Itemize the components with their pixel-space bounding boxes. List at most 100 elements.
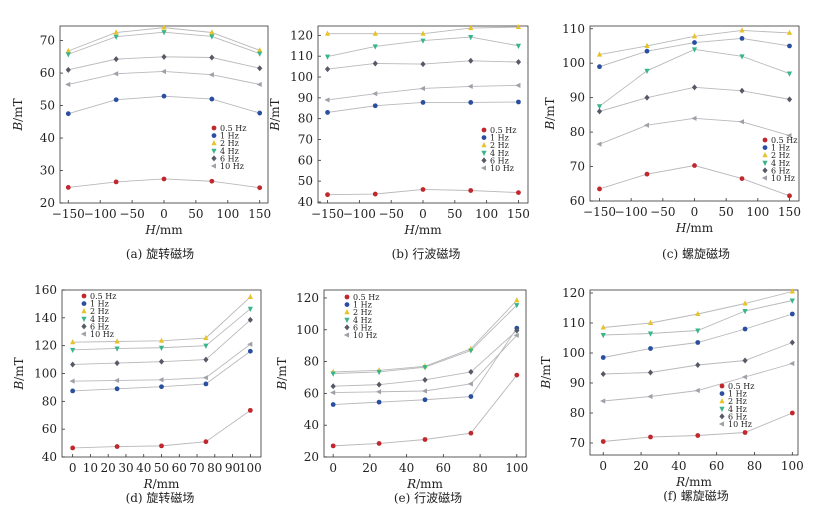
series-6hz: [600, 339, 795, 377]
legend-marker: [762, 145, 768, 151]
y-tick-label: 160: [34, 283, 57, 297]
data-point: [158, 377, 164, 383]
data-point: [113, 29, 119, 35]
data-point: [113, 34, 119, 40]
x-tick-label: 100: [216, 207, 239, 221]
data-point: [647, 393, 653, 400]
data-point: [113, 56, 119, 63]
data-point: [692, 163, 697, 168]
chart-panel-1: −150−100 −50 0 50 100 150 40 50 60 70 80 90 100 110 12…: [268, 23, 530, 261]
data-point: [786, 71, 793, 77]
series-1hz: [597, 36, 792, 70]
data-point: [114, 386, 120, 392]
series-6hz: [70, 316, 253, 368]
data-point: [112, 71, 119, 77]
series-1hz: [70, 348, 253, 394]
x-axis-var: R: [143, 477, 153, 491]
series-10hz: [600, 360, 795, 404]
data-point: [65, 81, 71, 88]
data-point: [600, 371, 606, 377]
y-tick-label: 30: [40, 164, 55, 178]
data-point: [786, 96, 793, 103]
data-point: [113, 97, 119, 103]
data-point: [420, 187, 426, 192]
x-tick-label: 20: [362, 461, 377, 475]
data-point: [209, 54, 215, 61]
y-axis-var: B: [11, 122, 25, 132]
legend-marker: [211, 125, 217, 131]
series-6hz: [330, 327, 520, 390]
data-point: [69, 378, 75, 384]
x-tick-label: −50: [379, 207, 404, 221]
data-point: [739, 176, 745, 182]
legend-marker: [481, 150, 487, 156]
chart-panel-2: −150−100 −50 0 50 100 15060708090100110H/mmB/…: [543, 22, 801, 261]
series-line: [603, 291, 793, 328]
y-tick-label: 140: [34, 311, 57, 325]
legend-marker: [210, 163, 216, 169]
legend-label: 4 Hz: [490, 149, 509, 158]
legend-marker: [480, 165, 486, 171]
series-line: [68, 71, 260, 85]
data-point: [257, 65, 263, 72]
subfigure-caption: (a) 旋转磁场: [126, 246, 194, 261]
series-4hz: [596, 47, 793, 110]
data-point: [161, 30, 167, 36]
y-tick-label: 70: [570, 160, 585, 174]
y-tick-label: 100: [290, 70, 313, 84]
data-point: [597, 186, 602, 192]
x-tick-label: 100: [239, 461, 262, 475]
y-tick-label: 100: [296, 323, 319, 337]
x-axis-unit: /mm: [156, 223, 183, 237]
y-tick-label: 110: [562, 316, 585, 330]
x-tick-label: 100: [475, 207, 498, 221]
data-point: [787, 43, 792, 49]
legend-marker: [762, 137, 768, 143]
data-point: [375, 389, 382, 395]
x-axis-label: H/mm: [403, 223, 442, 237]
series-1hz: [330, 325, 520, 407]
data-point: [325, 110, 330, 115]
chart-panel-4: 0 20 40 60 80 100 20 40 60 80 100 120 R/mm B/mT 0.5 Hz…: [275, 289, 528, 505]
legend-marker: [762, 160, 768, 166]
x-tick-label: 50: [447, 207, 462, 221]
data-point: [691, 115, 697, 121]
series-4hz: [65, 30, 263, 58]
legend-marker: [719, 398, 725, 404]
x-tick-label: 0: [691, 205, 699, 219]
data-point: [208, 72, 214, 78]
x-tick-label: −150: [52, 207, 85, 221]
legend-label: 10 Hz: [220, 162, 244, 171]
data-point: [515, 23, 522, 30]
legend-label: 4 Hz: [220, 147, 239, 156]
x-tick-label: 0: [69, 461, 77, 475]
data-point: [647, 331, 654, 337]
data-point: [515, 59, 522, 66]
data-point: [159, 384, 164, 390]
series-line: [599, 48, 790, 107]
legend-label: 6 Hz: [771, 166, 790, 175]
x-tick-label: 100: [746, 205, 769, 219]
y-tick-label: 50: [298, 174, 313, 188]
legend-marker: [81, 301, 87, 306]
data-point: [514, 297, 520, 303]
data-point: [644, 68, 650, 74]
y-axis-label: B/mT: [275, 357, 289, 390]
x-tick-label: 40: [671, 459, 686, 473]
x-tick-label: 150: [507, 207, 530, 221]
y-axis-unit: /mT: [275, 357, 289, 380]
data-point: [643, 122, 649, 128]
subfigure-caption: (f) 螺旋磁场: [663, 488, 729, 503]
x-tick-label: 100: [505, 461, 528, 475]
data-point: [324, 54, 331, 60]
y-axis-unit: /mT: [539, 356, 553, 379]
data-point: [247, 316, 253, 323]
series-4hz: [70, 306, 253, 354]
x-axis-unit: /mm: [415, 223, 442, 237]
legend-marker: [211, 133, 217, 139]
data-point: [161, 93, 167, 99]
data-point: [789, 360, 795, 367]
x-axis-label: H/mm: [675, 221, 714, 235]
y-axis-var: B: [275, 381, 289, 391]
